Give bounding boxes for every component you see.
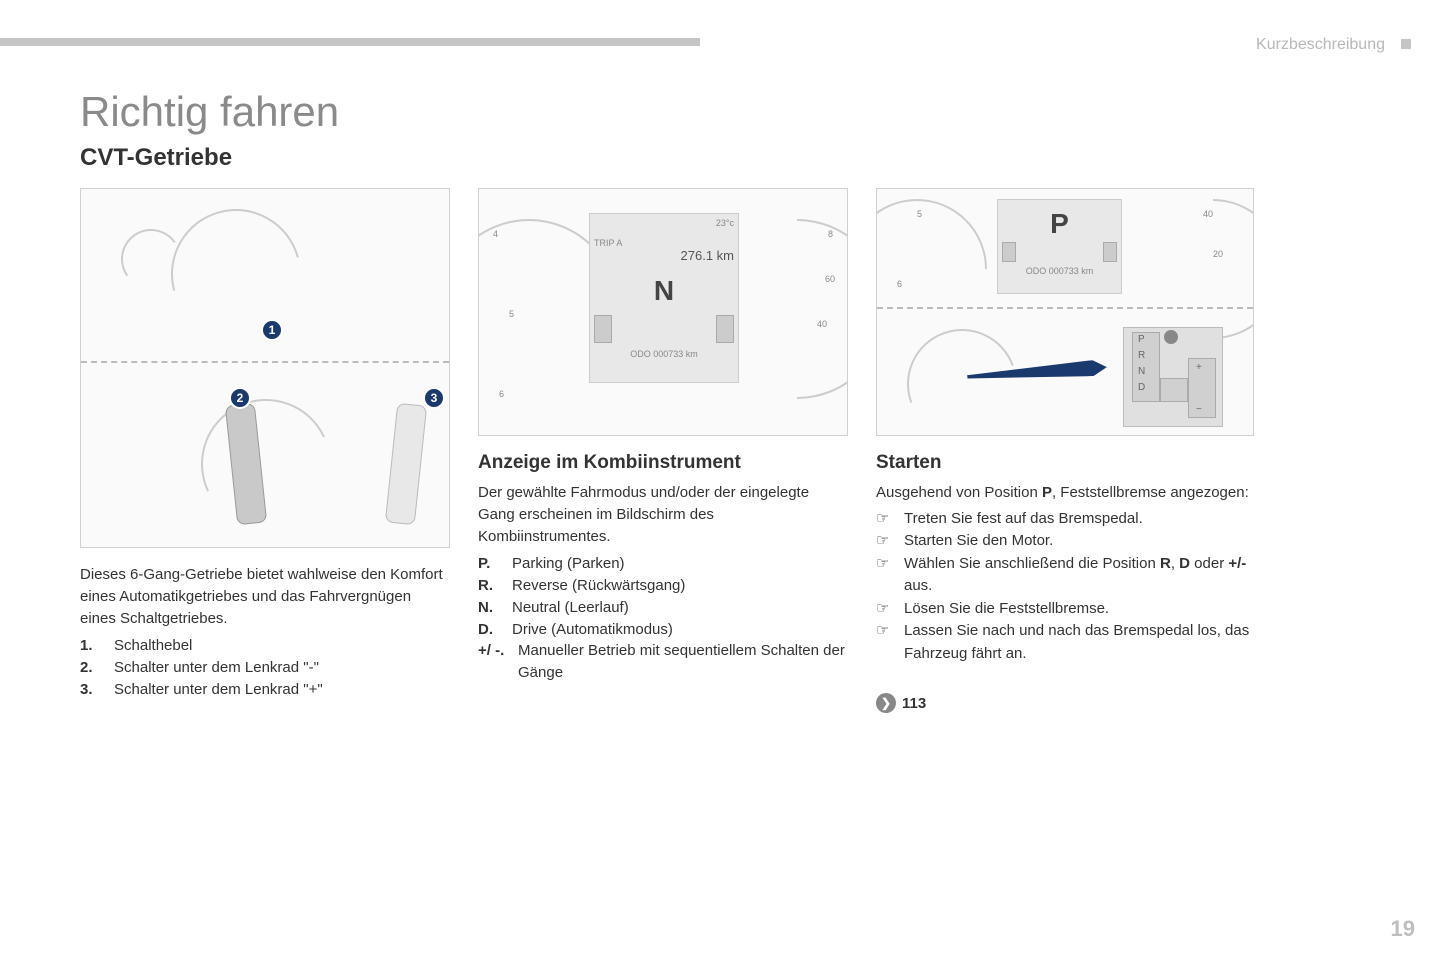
col2-intro-text: Der gewählte Fahrmodus und/oder der eing… [478,482,848,547]
header-square-marker [1401,39,1411,49]
list-key: D. [478,619,512,641]
gate-label: − [1196,404,1202,415]
step-text: Starten Sie den Motor. [904,530,1254,553]
list-item: R. Reverse (Rückwärtsgang) [478,575,848,597]
col2-definition-list: P. Parking (Parken) R. Reverse (Rückwärt… [478,553,848,684]
list-val: Reverse (Rückwärtsgang) [512,575,848,597]
list-val: Schalter unter dem Lenkrad "+" [114,679,450,701]
column-1: 1 2 3 Dieses 6-Gang-Getriebe bietet wahl… [80,188,450,701]
lcd-trip-value: 276.1 km [594,248,734,263]
section-title: CVT-Getriebe [80,144,232,172]
list-key: 3. [80,679,114,701]
col3-intro-text: Ausgehend von Position P, Feststellbrems… [876,482,1254,504]
gauge-tick: 8 [828,229,833,239]
gate-label: R [1138,350,1145,361]
list-key: 1. [80,635,114,657]
pointer-icon: ☞ [876,553,904,598]
gauge-tick: 60 [825,274,835,284]
lcd-mode-letter: N [594,275,734,307]
list-item: N. Neutral (Leerlauf) [478,597,848,619]
list-item: D. Drive (Automatikmodus) [478,619,848,641]
lcd-odo: ODO 000733 km [1002,266,1117,276]
column-3: 5 6 40 20 P ODO 000733 km P R N D + − [876,188,1254,713]
list-key: 2. [80,657,114,679]
page-ref-number: 113 [902,695,926,712]
list-item: 2. Schalter unter dem Lenkrad "-" [80,657,450,679]
list-item: ☞ Treten Sie fest auf das Bremspedal. [876,508,1254,531]
step-text: Treten Sie fest auf das Bremspedal. [904,508,1254,531]
gauge-tick: 5 [509,309,514,319]
list-key: +/ -. [478,640,518,684]
page-number: 19 [1391,916,1415,942]
pointer-icon: ☞ [876,508,904,531]
list-val: Parking (Parken) [512,553,848,575]
gauge-tick: 6 [897,279,902,289]
list-key: N. [478,597,512,619]
list-val: Schalthebel [114,635,450,657]
header-grey-bar [0,38,700,46]
step-text: Lösen Sie die Feststellbremse. [904,598,1254,621]
gauge-tick: 40 [817,319,827,329]
list-item: ☞ Lassen Sie nach und nach das Bremspeda… [876,620,1254,665]
list-item: ☞ Lösen Sie die Feststellbremse. [876,598,1254,621]
list-val: Drive (Automatikmodus) [512,619,848,641]
gate-label: N [1138,366,1145,377]
list-item: ☞ Wählen Sie anschließend die Position R… [876,553,1254,598]
callout-badge-1: 1 [261,319,283,341]
lcd-odo: ODO 000733 km [594,349,734,359]
list-val: Manueller Betrieb mit sequentiellem Scha… [518,640,848,684]
list-item: 1. Schalthebel [80,635,450,657]
list-val: Neutral (Leerlauf) [512,597,848,619]
illustration-gearshift-paddles: 1 2 3 [80,188,450,548]
gate-label: P [1138,334,1145,345]
list-item: ☞ Starten Sie den Motor. [876,530,1254,553]
center-lcd-display-p: P ODO 000733 km [997,199,1122,294]
list-key: P. [478,553,512,575]
illustration-instrument-cluster-n: 4 5 6 8 60 40 23°c TRIP A 276.1 km N ODO… [478,188,848,436]
step-text: Lassen Sie nach und nach das Bremspedal … [904,620,1254,665]
pointer-icon: ☞ [876,598,904,621]
column-2: 4 5 6 8 60 40 23°c TRIP A 276.1 km N ODO… [478,188,848,684]
callout-badge-2: 2 [229,387,251,409]
shift-gate-diagram: P R N D + − [1123,327,1223,427]
page-title: Richtig fahren [80,88,339,136]
gauge-tick: 20 [1213,249,1223,259]
center-lcd-display: 23°c TRIP A 276.1 km N ODO 000733 km [589,213,739,383]
col3-step-list: ☞ Treten Sie fest auf das Bremspedal. ☞ … [876,508,1254,666]
gate-label: + [1196,362,1202,373]
lcd-mode-letter: P [1002,208,1117,240]
col2-heading: Anzeige im Kombiinstrument [478,452,848,474]
callout-badge-3: 3 [423,387,445,409]
gauge-tick: 5 [917,209,922,219]
pointer-icon: ☞ [876,620,904,665]
gauge-tick: 6 [499,389,504,399]
col3-heading: Starten [876,452,1254,474]
col1-numbered-list: 1. Schalthebel 2. Schalter unter dem Len… [80,635,450,700]
list-item: 3. Schalter unter dem Lenkrad "+" [80,679,450,701]
gauge-tick: 4 [493,229,498,239]
gauge-tick: 40 [1203,209,1213,219]
lcd-temp: 23°c [594,218,734,228]
col1-intro-text: Dieses 6-Gang-Getriebe bietet wahlweise … [80,564,450,629]
step-text: Wählen Sie anschließend die Position R, … [904,553,1254,598]
pointer-icon: ☞ [876,530,904,553]
illustration-starting-procedure: 5 6 40 20 P ODO 000733 km P R N D + − [876,188,1254,436]
gate-label: D [1138,382,1145,393]
lcd-trip-label: TRIP A [594,238,734,248]
page-reference: ❯ 113 [876,693,1254,713]
list-item: P. Parking (Parken) [478,553,848,575]
list-key: R. [478,575,512,597]
list-val: Schalter unter dem Lenkrad "-" [114,657,450,679]
header-section-label: Kurzbeschreibung [1256,36,1385,54]
list-item: +/ -. Manueller Betrieb mit sequentielle… [478,640,848,684]
page-ref-icon: ❯ [876,693,896,713]
